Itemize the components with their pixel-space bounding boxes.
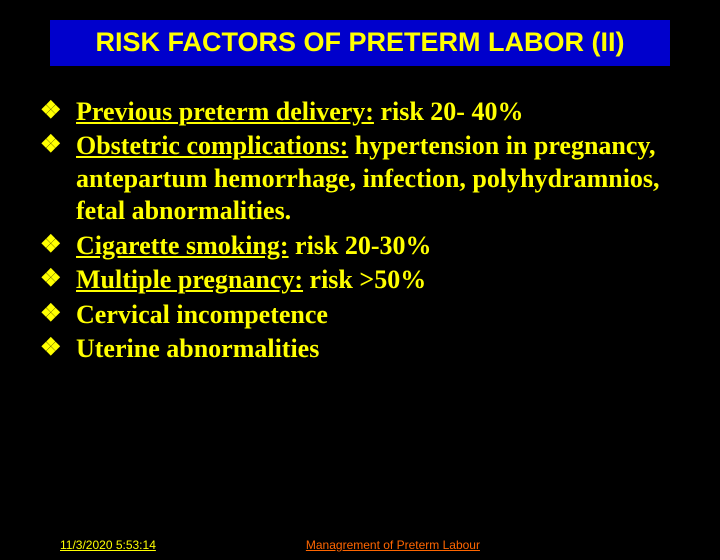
bullet-text: risk 20- 40% bbox=[374, 97, 524, 126]
slide-content: Previous preterm delivery: risk 20- 40% … bbox=[40, 96, 680, 366]
slide-title: RISK FACTORS OF PRETERM LABOR (II) bbox=[60, 26, 660, 60]
list-item: Obstetric complications: hypertension in… bbox=[40, 130, 680, 228]
list-item: Previous preterm delivery: risk 20- 40% bbox=[40, 96, 680, 129]
bullet-label: Multiple pregnancy: bbox=[76, 265, 303, 294]
bullet-label: Uterine abnormalities bbox=[76, 334, 319, 363]
bullet-list: Previous preterm delivery: risk 20- 40% … bbox=[40, 96, 680, 366]
bullet-label: Cervical incompetence bbox=[76, 300, 328, 329]
list-item: Cervical incompetence bbox=[40, 299, 680, 332]
slide-footer: 11/3/2020 5:53:14 Managrement of Preterm… bbox=[0, 538, 720, 552]
footer-caption: Managrement of Preterm Labour bbox=[306, 538, 480, 552]
list-item: Cigarette smoking: risk 20-30% bbox=[40, 230, 680, 263]
bullet-label: Cigarette smoking: bbox=[76, 231, 289, 260]
slide-title-box: RISK FACTORS OF PRETERM LABOR (II) bbox=[50, 20, 670, 66]
list-item: Multiple pregnancy: risk >50% bbox=[40, 264, 680, 297]
list-item: Uterine abnormalities bbox=[40, 333, 680, 366]
bullet-label: Obstetric complications: bbox=[76, 131, 348, 160]
bullet-text: risk >50% bbox=[303, 265, 426, 294]
footer-timestamp: 11/3/2020 5:53:14 bbox=[60, 538, 156, 552]
bullet-text: risk 20-30% bbox=[289, 231, 432, 260]
bullet-label: Previous preterm delivery: bbox=[76, 97, 374, 126]
